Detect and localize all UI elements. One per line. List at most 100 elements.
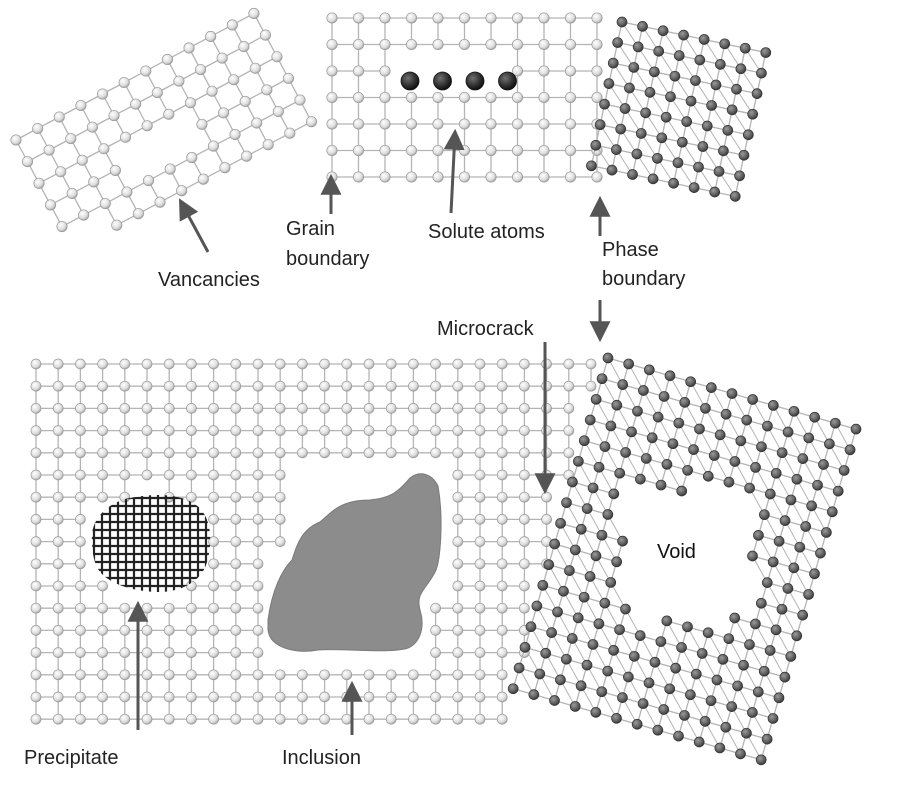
atom bbox=[230, 580, 242, 592]
atom bbox=[208, 647, 219, 658]
atom bbox=[764, 488, 776, 500]
atom bbox=[826, 506, 838, 518]
atom bbox=[538, 65, 550, 77]
atom bbox=[586, 160, 597, 172]
atom bbox=[693, 161, 704, 173]
atom bbox=[623, 671, 634, 683]
atom bbox=[747, 707, 758, 718]
atom bbox=[485, 38, 497, 51]
atom bbox=[590, 550, 602, 562]
atom bbox=[208, 602, 219, 614]
atom bbox=[627, 169, 638, 180]
atom bbox=[252, 713, 264, 725]
atom bbox=[575, 523, 587, 535]
atom bbox=[714, 59, 726, 70]
atom bbox=[97, 403, 108, 414]
atom bbox=[474, 713, 486, 725]
atom bbox=[385, 447, 397, 459]
atom bbox=[474, 380, 486, 392]
atom bbox=[30, 536, 42, 547]
atom bbox=[379, 65, 391, 77]
atom bbox=[75, 425, 86, 436]
atom bbox=[685, 376, 697, 388]
atom bbox=[649, 656, 661, 668]
atom bbox=[776, 603, 788, 615]
atom bbox=[788, 405, 800, 417]
atom bbox=[531, 600, 543, 612]
atom bbox=[519, 536, 530, 547]
atom bbox=[208, 625, 219, 636]
atom bbox=[352, 65, 365, 77]
atom bbox=[602, 352, 614, 364]
atom bbox=[747, 550, 758, 562]
atom bbox=[735, 63, 747, 75]
atom bbox=[584, 571, 596, 582]
atom bbox=[578, 435, 590, 447]
atom bbox=[496, 713, 508, 725]
atom bbox=[541, 403, 552, 414]
atom bbox=[474, 669, 486, 681]
atom bbox=[208, 713, 219, 725]
atom bbox=[75, 669, 86, 681]
atom bbox=[52, 558, 64, 570]
atom bbox=[782, 583, 794, 594]
atom bbox=[528, 689, 540, 700]
atom bbox=[341, 691, 353, 703]
atom bbox=[624, 82, 635, 94]
atom bbox=[610, 144, 622, 155]
atom bbox=[141, 625, 153, 636]
atom bbox=[458, 38, 471, 51]
atom bbox=[658, 391, 670, 402]
atom bbox=[319, 403, 330, 414]
atom bbox=[326, 118, 338, 130]
atom bbox=[97, 691, 108, 703]
atom bbox=[163, 403, 175, 414]
atom bbox=[141, 120, 153, 132]
atom bbox=[538, 171, 550, 183]
atom bbox=[617, 379, 629, 390]
atom bbox=[271, 51, 283, 63]
atom bbox=[511, 171, 524, 183]
atom bbox=[408, 713, 419, 725]
atom bbox=[52, 447, 64, 459]
atom bbox=[541, 469, 552, 481]
atom bbox=[119, 691, 131, 703]
atom bbox=[534, 668, 546, 680]
atom bbox=[319, 358, 330, 370]
atom bbox=[657, 25, 669, 37]
atom bbox=[208, 514, 219, 525]
phase-boundary-label-line1: Phase bbox=[602, 239, 659, 261]
atom bbox=[341, 403, 353, 414]
atom bbox=[230, 647, 242, 658]
atom bbox=[706, 100, 717, 111]
atom bbox=[141, 713, 153, 725]
atom bbox=[432, 144, 444, 157]
atom bbox=[773, 535, 785, 547]
atom bbox=[564, 38, 577, 51]
atom bbox=[653, 45, 665, 57]
atom bbox=[458, 171, 471, 183]
atom bbox=[755, 754, 767, 766]
atom bbox=[751, 88, 763, 99]
atom bbox=[567, 476, 578, 488]
atom bbox=[519, 580, 530, 592]
atom bbox=[97, 713, 108, 725]
atom bbox=[696, 648, 708, 659]
atom bbox=[341, 358, 353, 370]
atom bbox=[352, 12, 365, 24]
atom bbox=[726, 701, 738, 712]
atom bbox=[75, 536, 86, 547]
atom bbox=[52, 425, 64, 436]
atom bbox=[511, 144, 524, 157]
atom bbox=[385, 713, 397, 725]
atom bbox=[186, 425, 197, 436]
atom bbox=[591, 65, 603, 77]
atom bbox=[511, 38, 524, 51]
atom bbox=[230, 558, 242, 570]
atom bbox=[452, 469, 464, 481]
atom bbox=[363, 358, 375, 370]
grain-boundary-label-line2: boundary bbox=[286, 248, 369, 270]
atom bbox=[30, 625, 42, 636]
solute-atom bbox=[400, 71, 420, 91]
atom bbox=[186, 691, 197, 703]
